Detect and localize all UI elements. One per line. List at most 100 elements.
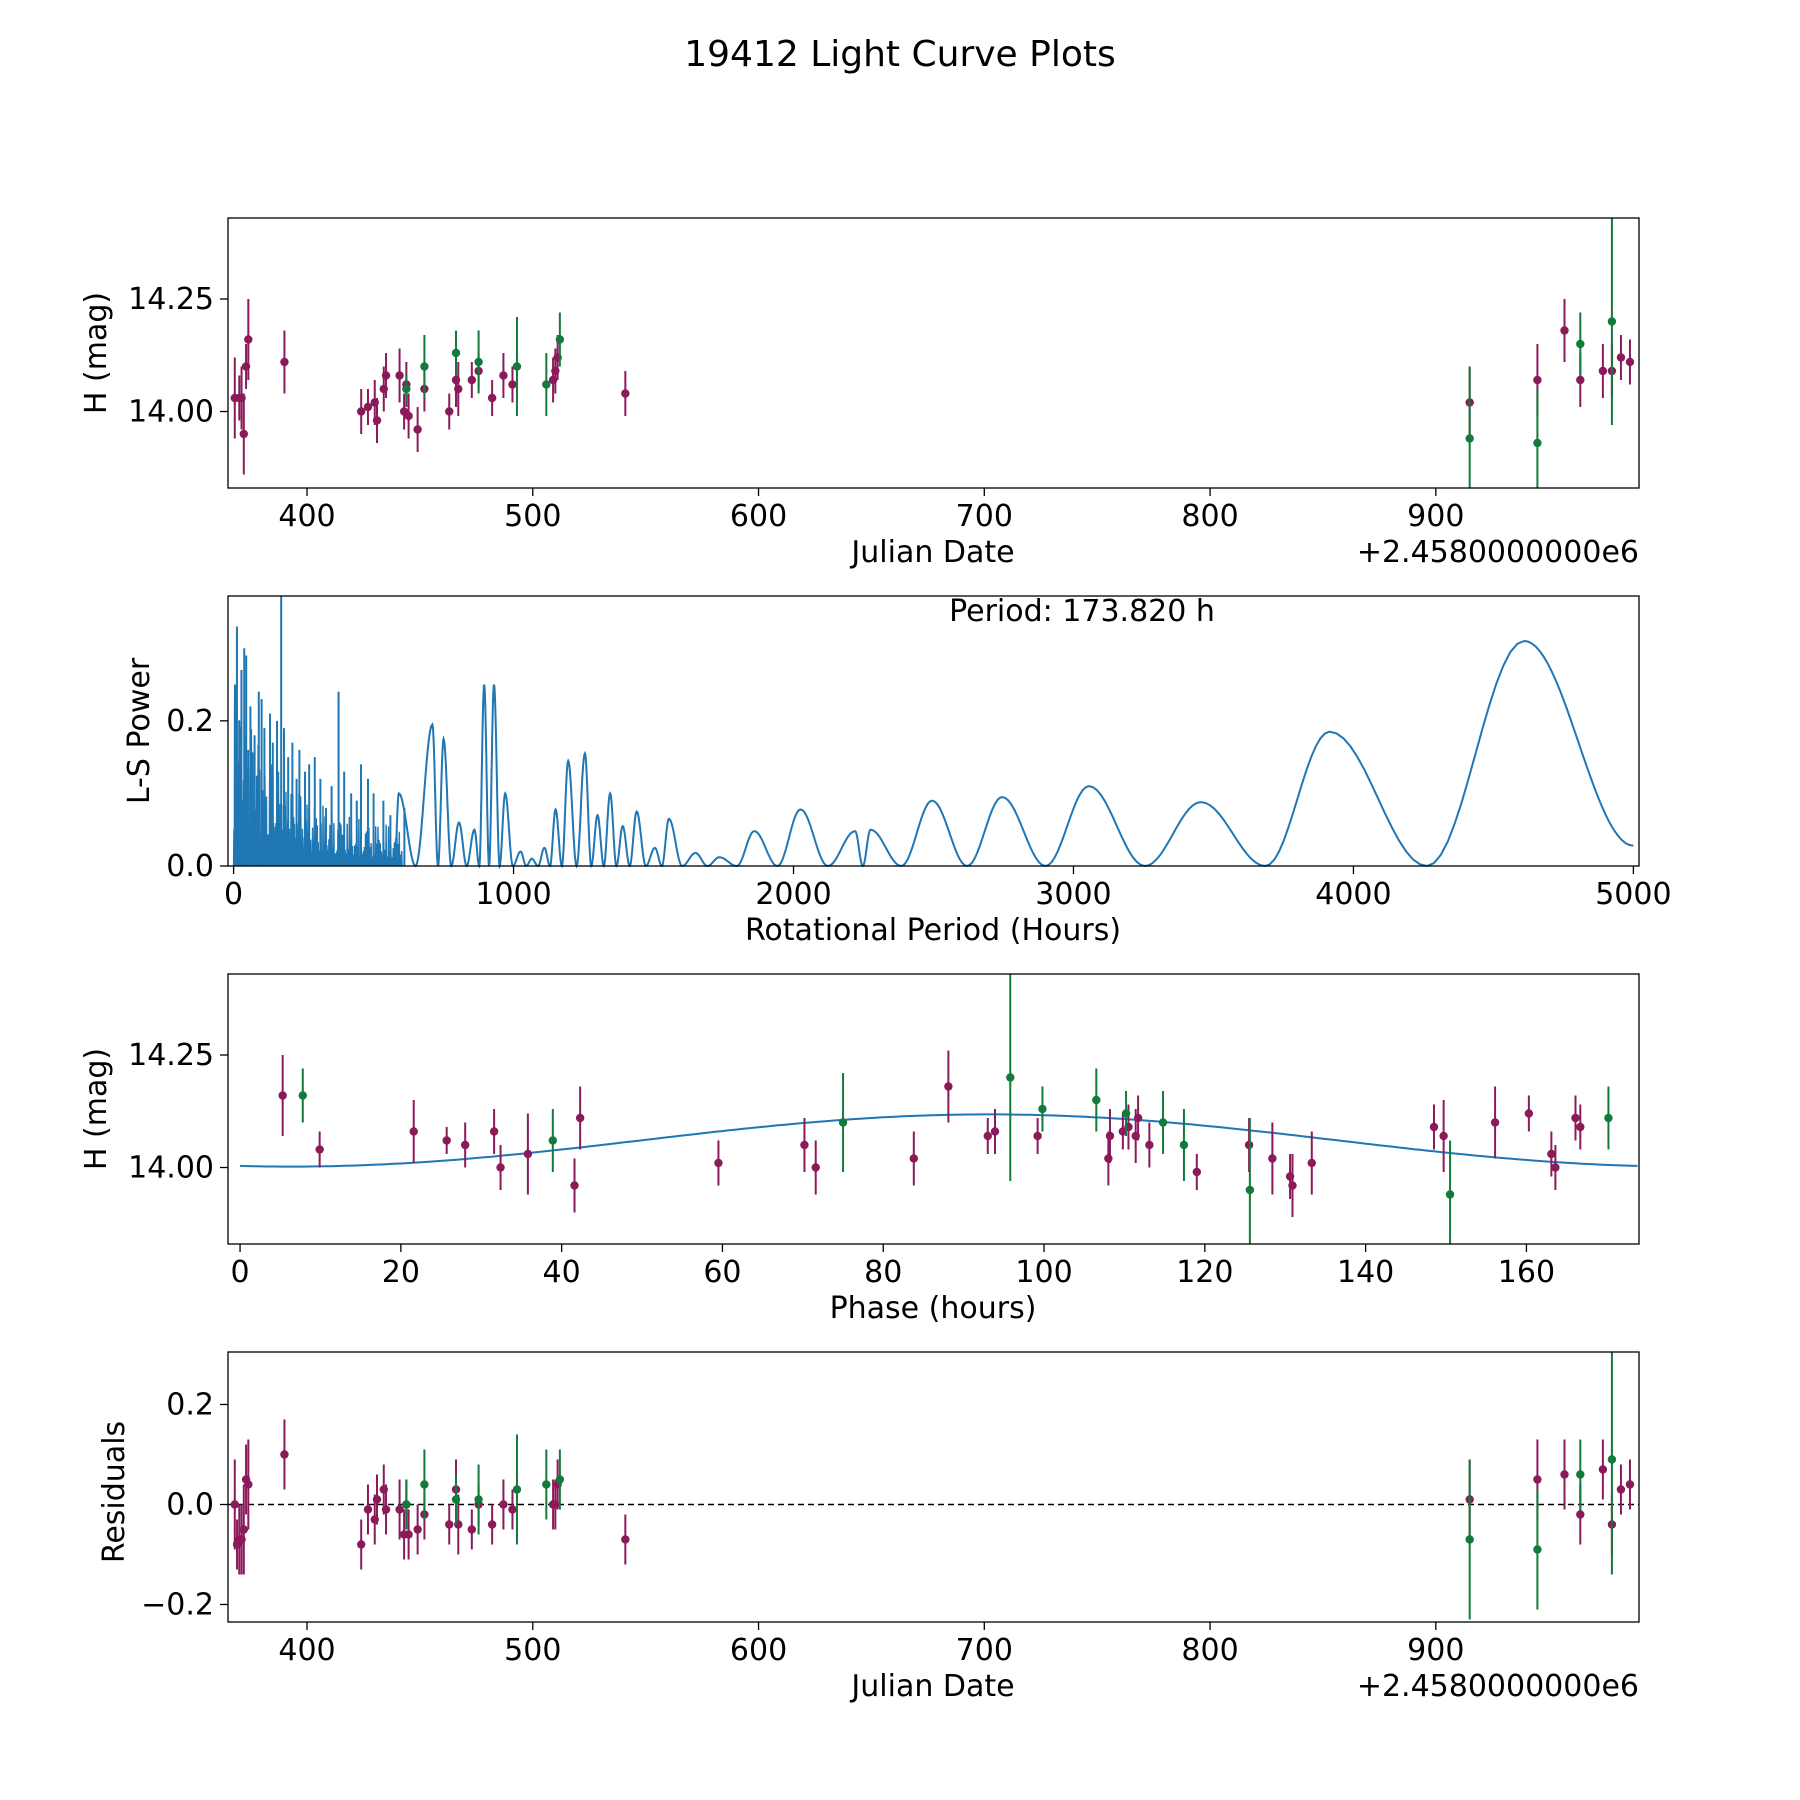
phase-red-point [523, 1149, 533, 1159]
lc-xtick-label: 900 [1407, 499, 1464, 534]
lc-red-point [372, 416, 382, 425]
lc-red-point [363, 402, 373, 412]
periodogram-ylabel: L-S Power [122, 657, 157, 804]
phase-green-point [1604, 1113, 1613, 1123]
lc-red-point [1560, 326, 1569, 335]
phase-xtick-label: 140 [1337, 1255, 1394, 1290]
resid-red-point [404, 1530, 413, 1539]
phase-red-point [575, 1113, 585, 1123]
ls-ytick-label: 0.2 [166, 704, 214, 739]
lc-green-point [1576, 339, 1585, 349]
phase-green-point [548, 1136, 558, 1145]
lc-red-point [404, 411, 413, 421]
ls-ytick-label: 0.0 [166, 849, 214, 884]
resid-red-point [230, 1500, 239, 1509]
phase-red-point [570, 1181, 579, 1190]
lc-red-point [487, 393, 497, 403]
resid-ytick-label: 0.0 [166, 1488, 214, 1523]
phase-xtick-label: 60 [703, 1255, 741, 1290]
resid-red-point [363, 1505, 373, 1514]
phase-red-point [1288, 1181, 1297, 1190]
phase-red-point [714, 1158, 723, 1168]
resid-red-point [395, 1505, 404, 1514]
resid-red-point [280, 1450, 289, 1459]
phase-red-point [1033, 1131, 1042, 1141]
lc-green-point [420, 362, 429, 371]
lc-red-point [1598, 366, 1608, 376]
ls-xtick-label: 3000 [1035, 877, 1111, 912]
phase-red-point [1307, 1158, 1316, 1168]
phase-red-point [1429, 1122, 1439, 1132]
resid-green-point [1576, 1470, 1585, 1479]
phase-green-point [1179, 1140, 1189, 1150]
lc-xtick-label: 600 [730, 499, 787, 534]
resid-red-point [413, 1525, 422, 1534]
lc-ytick-label: 14.00 [128, 395, 214, 430]
light-curve-marks [230, 218, 1635, 488]
resid-red-point [487, 1520, 497, 1529]
phase-xtick-label: 20 [382, 1255, 420, 1290]
resid-xtick-label: 600 [730, 1633, 787, 1668]
phase-red-point [983, 1131, 992, 1141]
resid-red-point [467, 1525, 477, 1534]
phase-red-point [1133, 1113, 1143, 1123]
resid-red-point [508, 1505, 517, 1514]
resid-red-point [445, 1520, 454, 1529]
phase-red-point [442, 1136, 451, 1145]
phase-green-point [1158, 1118, 1168, 1127]
phase-green-point [1006, 1073, 1015, 1082]
periodogram-xlabel: Rotational Period (Hours) [745, 913, 1121, 948]
resid-xtick-label: 700 [956, 1633, 1013, 1668]
phase-green-point [1245, 1185, 1255, 1195]
resid-green-point [474, 1495, 483, 1504]
ls-xtick-label: 4000 [1315, 877, 1391, 912]
lc-red-point [239, 429, 249, 439]
light-curve-panel: 400 500 600 700 800 900 14.00 14.25 H (mag) Jul… [79, 217, 1640, 570]
phase-ytick-label: 14.25 [128, 1038, 214, 1073]
resid-ytick-label: −0.2 [141, 1588, 214, 1623]
resid-green-point [555, 1475, 565, 1484]
resid-green-point [542, 1480, 551, 1489]
phase-red-point [1551, 1163, 1560, 1172]
phase-red-point [1576, 1122, 1585, 1132]
residuals-panel: 400 500 600 700 800 900 −0.2 0.0 0.2 Residuals J… [97, 1351, 1640, 1704]
phase-green-point [1038, 1104, 1047, 1114]
lc-green-point [512, 362, 522, 371]
phase-red-point [496, 1163, 505, 1172]
lc-xtick-label: 800 [1181, 499, 1238, 534]
lc-ytick-label: 14.25 [128, 282, 214, 317]
lc-red-point [621, 389, 630, 398]
lc-red-point [445, 407, 454, 416]
lc-green-point [1465, 434, 1474, 443]
light-curve-ylabel: H (mag) [79, 292, 114, 414]
phase-xtick-label: 40 [543, 1255, 581, 1290]
phase-xtick-label: 160 [1498, 1255, 1555, 1290]
resid-xtick-label: 400 [278, 1633, 335, 1668]
resid-red-point [1576, 1510, 1585, 1519]
figure-title: 19412 Light Curve Plots [684, 34, 1116, 75]
resid-red-point [1533, 1475, 1542, 1484]
ls-xtick-label: 1000 [475, 877, 551, 912]
resid-xtick-label: 800 [1181, 1633, 1238, 1668]
phase-red-point [1439, 1131, 1448, 1141]
lc-red-point [1625, 357, 1635, 367]
phase-green-point [298, 1091, 307, 1100]
lc-red-point [499, 371, 508, 380]
lc-green-point [402, 384, 411, 394]
phase-ticks: 0 20 40 60 80 100 120 140 160 14.00 14.25 [128, 1038, 1555, 1290]
phase-green-point [1121, 1109, 1131, 1118]
phase-red-point [460, 1140, 470, 1150]
resid-red-point [356, 1540, 366, 1549]
phase-xtick-label: 120 [1176, 1255, 1233, 1290]
phase-red-point [909, 1154, 919, 1163]
periodogram-plot-area [227, 595, 1640, 867]
ls-xtick-label: 2000 [755, 877, 831, 912]
lc-green-point [542, 380, 551, 389]
lc-red-point [280, 357, 289, 367]
residuals-ticks: 400 500 600 700 800 900 −0.2 0.0 0.2 [141, 1388, 1464, 1669]
phase-marks [240, 974, 1638, 1244]
light-curve-plot-area [227, 217, 1640, 489]
resid-green-point [451, 1495, 461, 1504]
periodogram-line [393, 639, 1634, 870]
